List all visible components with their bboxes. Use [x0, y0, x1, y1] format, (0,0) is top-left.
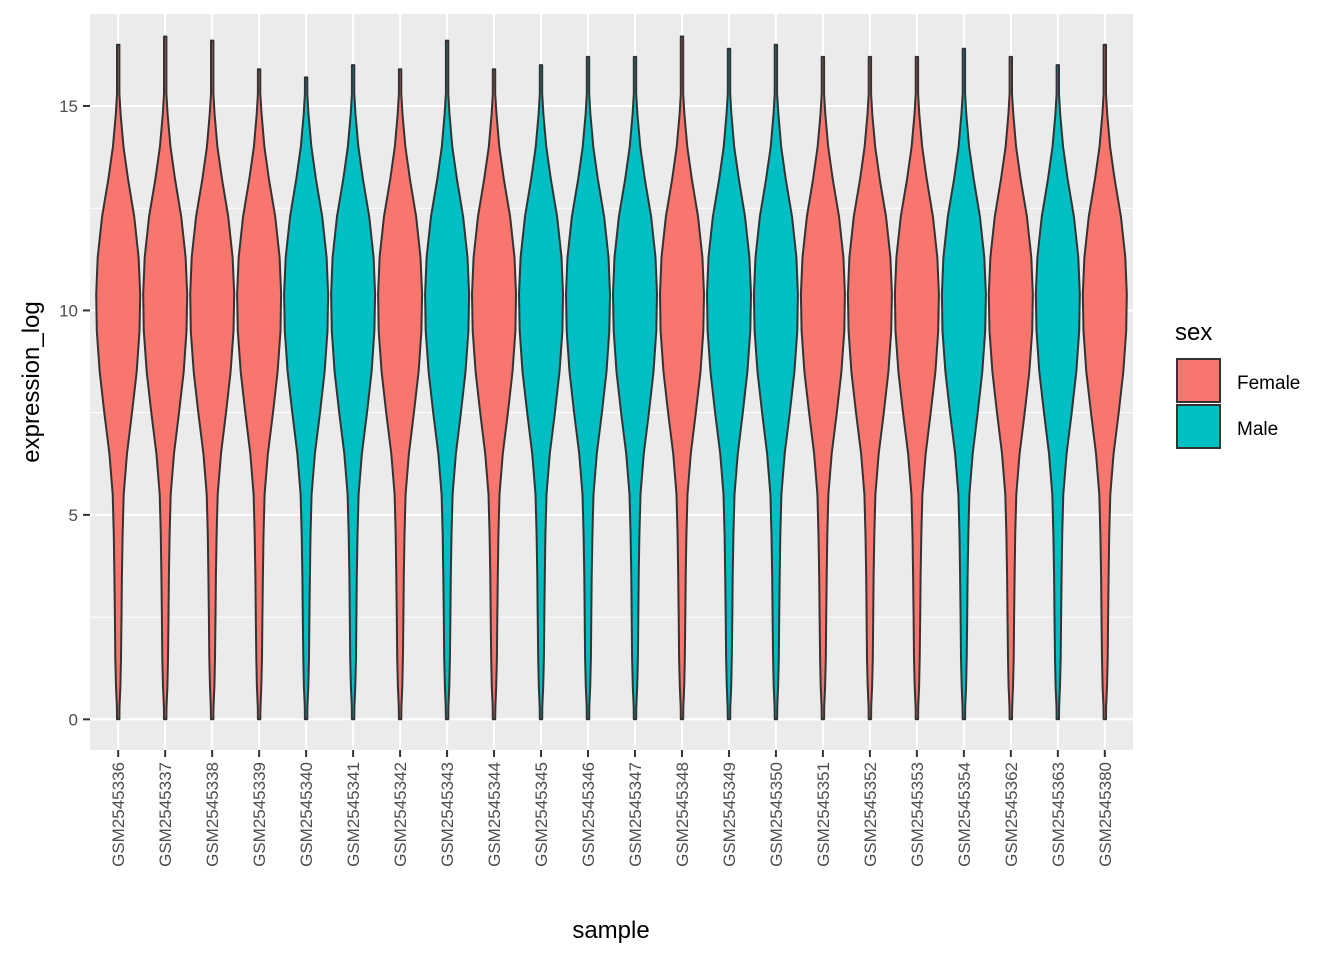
x-tick-label: GSM2545346: [579, 762, 598, 867]
y-axis: 0 5 10 15: [59, 97, 90, 729]
y-tick-label: 5: [69, 506, 78, 525]
x-tick-label: GSM2545353: [908, 762, 927, 867]
violin-GSM2545362: [987, 55, 1034, 721]
y-tick-label: 15: [59, 97, 78, 116]
x-tick-label: GSM2545350: [767, 762, 786, 867]
violin-GSM2545353: [893, 55, 940, 721]
x-tick-label: GSM2545348: [673, 762, 692, 867]
violin-GSM2545343: [424, 39, 471, 721]
y-axis-title: expression_log: [18, 301, 45, 462]
x-tick-label: GSM2545339: [250, 762, 269, 867]
violin-GSM2545345: [518, 64, 564, 721]
x-tick-label: GSM2545352: [861, 762, 880, 867]
x-tick-label: GSM2545343: [438, 762, 457, 867]
violins: [95, 35, 1128, 721]
x-tick-label: GSM2545337: [156, 762, 175, 867]
y-tick-label: 0: [69, 710, 78, 729]
x-tick-label: GSM2545340: [297, 762, 316, 867]
x-tick-label: GSM2545349: [720, 762, 739, 867]
x-axis-title: sample: [572, 917, 649, 944]
violin-GSM2545339: [236, 68, 283, 721]
x-tick-label: GSM2545363: [1049, 762, 1068, 867]
violin-GSM2545349: [706, 47, 752, 721]
violin-GSM2545344: [471, 68, 517, 721]
violin-GSM2545337: [142, 35, 189, 721]
legend-label-male: Male: [1237, 419, 1278, 440]
violin-GSM2545342: [377, 68, 424, 721]
violin-GSM2545354: [940, 47, 987, 721]
legend-label-female: Female: [1237, 373, 1300, 394]
x-tick-label: GSM2545345: [532, 762, 551, 867]
x-tick-label: GSM2545347: [626, 762, 645, 867]
violin-GSM2545350: [752, 43, 799, 721]
violin-GSM2545363: [1034, 64, 1081, 721]
violin-GSM2545380: [1081, 43, 1128, 721]
legend-title: sex: [1175, 319, 1212, 346]
violin-GSM2545347: [612, 55, 658, 721]
violin-GSM2545348: [659, 35, 705, 721]
y-tick-label: 10: [59, 301, 78, 320]
violin-GSM2545351: [799, 55, 846, 721]
violin-GSM2545346: [565, 55, 611, 721]
violin-GSM2545340: [283, 76, 330, 721]
violin-GSM2545341: [330, 64, 377, 721]
violin-GSM2545336: [95, 43, 142, 721]
x-tick-label: GSM2545351: [814, 762, 833, 867]
legend-key-male: [1176, 404, 1221, 449]
x-tick-label: GSM2545344: [485, 762, 504, 867]
x-tick-label: GSM2545354: [955, 762, 974, 867]
x-tick-label: GSM2545342: [391, 762, 410, 867]
x-tick-label: GSM2545338: [203, 762, 222, 867]
x-tick-label: GSM2545362: [1002, 762, 1021, 867]
x-tick-label: GSM2545336: [109, 762, 128, 867]
x-tick-label: GSM2545380: [1096, 762, 1115, 867]
x-axis: GSM2545336 GSM2545337 GSM2545338 GSM2545339…: [109, 750, 1115, 867]
legend-key-female: [1176, 358, 1221, 403]
violin-GSM2545338: [189, 39, 236, 721]
x-tick-label: GSM2545341: [344, 762, 363, 867]
legend: sex Female Male: [1175, 319, 1300, 449]
violin-GSM2545352: [846, 55, 893, 721]
